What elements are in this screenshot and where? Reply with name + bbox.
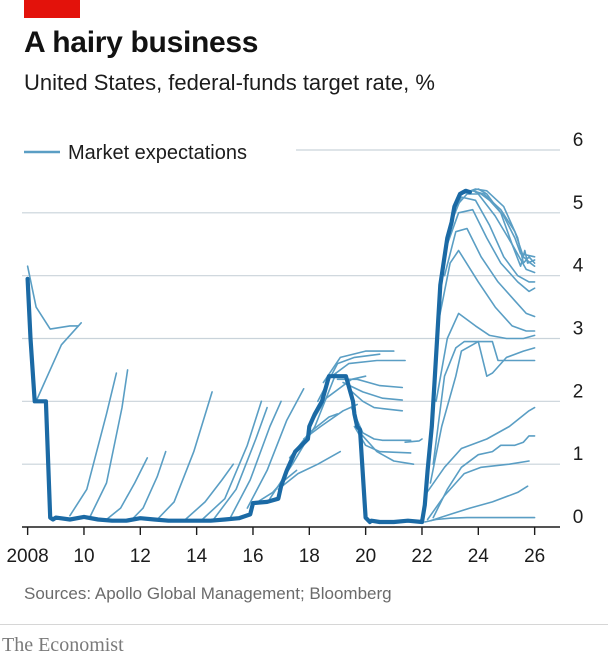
expectation-series-line xyxy=(432,435,536,519)
expectation-series-line xyxy=(404,438,423,443)
y-tick-label: 2 xyxy=(573,381,584,402)
expectation-series-line xyxy=(156,391,213,521)
brand-wordmark: The Economist xyxy=(2,634,124,656)
expectation-series-line xyxy=(350,406,412,442)
expectation-series-line xyxy=(26,265,80,330)
expectation-series-line xyxy=(69,372,118,517)
expectation-series-line xyxy=(449,196,536,283)
expectation-series-line xyxy=(432,340,536,465)
x-tick-label: 24 xyxy=(468,546,490,567)
y-tick-label: 1 xyxy=(573,444,584,465)
expectation-series-line xyxy=(424,406,536,497)
x-tick-label: 10 xyxy=(73,546,94,567)
expectation-series-line xyxy=(212,406,268,521)
expectation-series-line xyxy=(105,457,149,521)
expectation-series-line xyxy=(277,450,342,491)
expectation-series-line xyxy=(331,359,406,377)
y-tick-label: 3 xyxy=(573,319,584,340)
actual-rate-line xyxy=(25,188,472,525)
expectation-series-line xyxy=(322,350,395,384)
x-tick-label: 2008 xyxy=(6,546,48,567)
expectation-series-line xyxy=(359,432,415,465)
expectation-series-line xyxy=(88,369,129,519)
y-tick-label: 6 xyxy=(573,130,584,151)
y-tick-label: 5 xyxy=(573,193,584,214)
y-tick-label: 0 xyxy=(573,507,584,528)
expectation-series-line xyxy=(455,193,536,274)
chart-subtitle: United States, federal-funds target rate… xyxy=(24,70,435,95)
footer-divider xyxy=(0,624,608,625)
expectation-series-line xyxy=(438,249,536,332)
expectation-series-line xyxy=(446,208,536,293)
x-tick-label: 18 xyxy=(299,546,320,567)
expectation-series-line xyxy=(347,388,404,412)
x-tick-label: 16 xyxy=(242,546,263,567)
expectation-series-line xyxy=(302,403,358,440)
x-tick-label: 14 xyxy=(186,546,208,567)
source-note: Sources: Apollo Global Management; Bloom… xyxy=(24,584,392,603)
x-tick-label: 12 xyxy=(130,546,151,567)
expectation-series-line xyxy=(184,463,235,521)
expectation-series-line xyxy=(131,450,167,521)
expectation-series-line xyxy=(429,340,536,484)
expectation-series-line xyxy=(429,485,529,522)
expectation-series-line xyxy=(246,388,305,509)
expectation-series-line xyxy=(229,400,282,519)
y-tick-label: 4 xyxy=(573,256,584,277)
expectation-series-line xyxy=(342,381,404,401)
x-tick-label: 26 xyxy=(524,546,545,567)
brand-tag xyxy=(24,0,80,18)
expectation-series-line xyxy=(443,227,536,318)
x-tick-label: 22 xyxy=(411,546,432,567)
expectation-series-line xyxy=(474,191,536,258)
expectation-series-line xyxy=(201,400,263,521)
x-tick-label: 20 xyxy=(355,546,376,567)
expectation-series-line xyxy=(35,322,82,403)
expectation-series-line xyxy=(435,312,536,403)
legend-label: Market expectations xyxy=(68,142,247,164)
chart-title: A hairy business xyxy=(24,26,259,59)
expectation-series-line xyxy=(471,188,536,267)
expectation-series-line xyxy=(424,516,536,523)
